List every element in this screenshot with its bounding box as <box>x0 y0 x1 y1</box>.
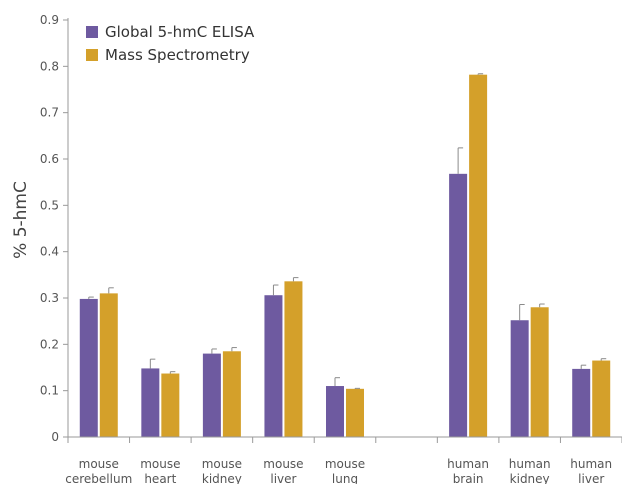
x-category-label: human <box>509 457 551 471</box>
bar-mass-spectrometry <box>161 373 180 437</box>
x-category-label: heart <box>144 472 176 484</box>
x-category-label: mouse <box>140 457 180 471</box>
x-category-label: kidney <box>202 472 242 484</box>
bar-elisa <box>572 368 591 437</box>
x-category-label: cerebellum <box>65 472 132 484</box>
x-category-label: mouse <box>263 457 303 471</box>
legend: Global 5-hmC ELISA Mass Spectrometry <box>86 23 255 64</box>
legend-swatch-elisa <box>86 26 98 38</box>
bar-elisa <box>141 368 160 437</box>
y-axis: 0 0.1 0.2 0.3 0.4 0.5 0.6 0.7 0.8 0.9 <box>40 13 69 444</box>
bar-elisa <box>79 298 98 437</box>
bar-elisa <box>326 386 344 437</box>
bar-mass-spectrometry <box>530 307 549 437</box>
bars <box>79 73 611 437</box>
legend-swatch-mass-spectrometry <box>86 49 98 61</box>
y-axis-label: % 5-hmC <box>11 181 31 259</box>
bar-mass-spectrometry <box>592 360 611 437</box>
x-category-label: lung <box>332 472 358 484</box>
y-tick-label: 0.3 <box>40 291 59 305</box>
x-category-label: mouse <box>325 457 365 471</box>
bar-mass-spectrometry <box>469 74 488 437</box>
y-tick-label: 0.5 <box>40 198 59 212</box>
y-tick-label: 0 <box>51 430 59 444</box>
x-axis: mousecerebellummouseheartmousekidneymous… <box>65 436 622 484</box>
x-category-label: mouse <box>79 457 119 471</box>
x-category-label: human <box>447 457 489 471</box>
bar-elisa <box>264 295 283 437</box>
bar-mass-spectrometry <box>222 351 241 437</box>
y-tick-label: 0.8 <box>40 59 59 73</box>
x-category-label: brain <box>453 472 484 484</box>
x-category-label: mouse <box>202 457 242 471</box>
y-tick-label: 0.4 <box>40 245 59 259</box>
bar-mass-spectrometry <box>346 388 364 437</box>
x-category-label: kidney <box>510 472 550 484</box>
y-tick-label: 0.9 <box>40 13 59 27</box>
y-tick-label: 0.2 <box>40 337 59 351</box>
x-category-label: liver <box>578 472 604 484</box>
bar-elisa <box>510 320 529 437</box>
y-tick-label: 0.1 <box>40 384 59 398</box>
y-tick-label: 0.6 <box>40 152 59 166</box>
bar-mass-spectrometry <box>99 293 118 437</box>
bar-elisa <box>202 353 221 437</box>
bar-mass-spectrometry <box>284 281 303 437</box>
x-category-label: human <box>570 457 612 471</box>
bar-elisa <box>449 173 468 437</box>
legend-label-mass-spectrometry: Mass Spectrometry <box>105 46 250 64</box>
y-tick-label: 0.7 <box>40 106 59 120</box>
legend-label-elisa: Global 5-hmC ELISA <box>105 23 255 41</box>
x-category-label: liver <box>270 472 296 484</box>
